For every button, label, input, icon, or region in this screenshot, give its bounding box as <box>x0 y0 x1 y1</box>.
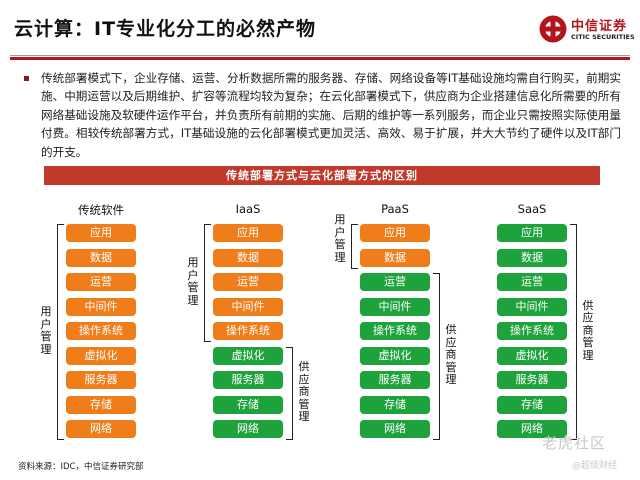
layer-box: 虚拟化 <box>360 346 430 365</box>
user-managed-label: 用户管理 <box>334 213 346 264</box>
column-header-传统软件: 传统软件 <box>78 203 124 217</box>
logo-cn-text: 中信证券 <box>571 19 628 34</box>
page-title: 云计算：IT专业化分工的必然产物 <box>14 18 317 40</box>
layer-box: 中间件 <box>66 297 136 316</box>
bullet-square-icon <box>24 76 29 81</box>
layer-box: 操作系统 <box>360 322 430 340</box>
layer-box: 服务器 <box>66 371 136 389</box>
watermark-text: 老虎社区 <box>542 434 607 452</box>
citic-logo-icon <box>539 15 567 43</box>
layer-box: 操作系统 <box>497 322 567 340</box>
layer-box: 服务器 <box>360 371 430 389</box>
layer-box: 存储 <box>213 395 283 414</box>
layer-box: 数据 <box>213 248 283 267</box>
layer-box: 服务器 <box>213 371 283 389</box>
user-managed-bracket <box>57 224 64 440</box>
layer-box: 虚拟化 <box>213 346 283 365</box>
provider-managed-label: 供应商管理 <box>298 360 310 423</box>
layer-box: 虚拟化 <box>66 346 136 365</box>
citic-logo: 中信证券 CITIC SECURITIES <box>538 14 635 50</box>
layer-box: 网络 <box>360 420 430 438</box>
provider-managed-label: 供应商管理 <box>445 323 457 387</box>
layer-box: 中间件 <box>360 297 430 316</box>
layer-box: 数据 <box>497 248 567 267</box>
layer-box: 应用 <box>66 224 136 242</box>
layer-box: 网络 <box>497 420 567 438</box>
body-paragraph: 传统部署模式下，企业存储、运营、分析数据所需的服务器、存储、网络设备等IT基础设… <box>41 71 621 159</box>
provider-managed-bracket <box>570 224 577 440</box>
layer-box: 运营 <box>66 273 136 291</box>
watermark-subtext: @超级财经 <box>572 461 618 471</box>
provider-managed-bracket <box>286 346 293 440</box>
header-accent-bar <box>10 57 630 60</box>
layer-box: 存储 <box>66 395 136 414</box>
layer-box: 应用 <box>497 224 567 242</box>
layer-box: 数据 <box>360 248 430 267</box>
column-header-paas: PaaS <box>381 202 409 216</box>
layer-box: 中间件 <box>497 297 567 316</box>
layer-box: 中间件 <box>213 297 283 316</box>
provider-managed-label: 供应商管理 <box>582 298 594 362</box>
layer-box: 操作系统 <box>66 322 136 340</box>
layer-box: 数据 <box>66 248 136 267</box>
user-managed-bracket <box>351 224 358 269</box>
user-managed-label: 用户管理 <box>187 256 199 307</box>
column-header-saas: SaaS <box>517 202 547 216</box>
layer-box: 应用 <box>213 224 283 242</box>
provider-managed-bracket <box>433 273 440 440</box>
layer-box: 运营 <box>497 273 567 291</box>
logo-en-text: CITIC SECURITIES <box>571 33 635 41</box>
user-managed-label: 用户管理 <box>40 305 52 356</box>
layer-box: 应用 <box>360 224 430 242</box>
layer-box: 服务器 <box>497 371 567 389</box>
layer-box: 存储 <box>360 395 430 414</box>
layer-box: 网络 <box>213 420 283 438</box>
comparison-banner: 传统部署方式与云化部署方式的区别 <box>44 166 600 185</box>
layer-box: 网络 <box>66 420 136 438</box>
header-divider <box>10 55 630 56</box>
user-managed-bracket <box>204 224 211 342</box>
layer-box: 运营 <box>213 273 283 291</box>
layer-box: 运营 <box>360 273 430 291</box>
layer-box: 存储 <box>497 395 567 414</box>
layer-box: 虚拟化 <box>497 346 567 365</box>
column-header-iaas: IaaS <box>235 202 261 216</box>
layer-box: 操作系统 <box>213 322 283 340</box>
source-note: 资料来源：IDC，中信证券研究部 <box>18 462 144 472</box>
